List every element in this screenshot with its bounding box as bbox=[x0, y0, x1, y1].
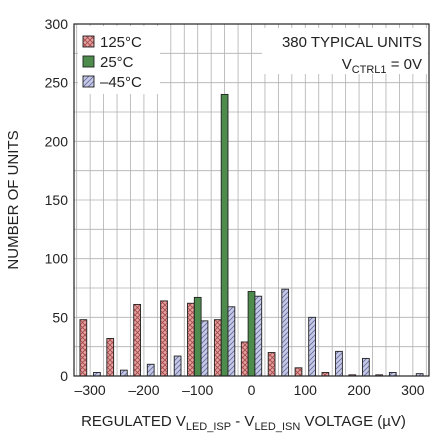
y-tick-label: 200 bbox=[45, 133, 69, 149]
y-tick-label: 0 bbox=[60, 368, 68, 384]
x-tick-label: 200 bbox=[347, 382, 371, 398]
annotation-line2: VCTRL1 = 0V bbox=[342, 56, 422, 76]
bar-25c bbox=[193, 296, 202, 377]
bar-25c bbox=[247, 291, 256, 377]
y-tick-label: 50 bbox=[52, 309, 68, 325]
x-axis-title: REGULATED VLED_ISP - VLED_ISN VOLTAGE (µ… bbox=[81, 413, 406, 433]
bar-minus45c bbox=[200, 320, 209, 377]
x-tick-label: –200 bbox=[128, 382, 159, 398]
annotation-line2-main: V bbox=[342, 56, 352, 73]
x-tick-label: 100 bbox=[294, 382, 318, 398]
bar-minus45c bbox=[335, 350, 343, 377]
x-axis-title-end: VOLTAGE (µV) bbox=[300, 413, 406, 430]
x-axis-title-main: REGULATED V bbox=[81, 413, 186, 430]
legend-swatch-25c bbox=[82, 55, 95, 68]
bar-125c bbox=[133, 303, 141, 377]
bar-125c bbox=[187, 302, 195, 377]
legend-label-125c: 125°C bbox=[100, 34, 142, 51]
annotation: 380 TYPICAL UNITS VCTRL1 = 0V bbox=[262, 28, 428, 76]
bar-minus45c bbox=[362, 357, 370, 377]
bar-125c bbox=[106, 338, 115, 377]
x-axis-title-mid: - V bbox=[231, 413, 254, 430]
x-tick-label: 300 bbox=[401, 382, 425, 398]
y-tick-label: 300 bbox=[45, 16, 69, 32]
bar-125c bbox=[240, 341, 249, 377]
y-axis-title: NUMBER OF UNITS bbox=[5, 130, 22, 269]
plot-frame bbox=[73, 23, 430, 377]
bar-125c bbox=[213, 319, 222, 377]
bar-125c bbox=[294, 367, 303, 377]
annotation-line1: 380 TYPICAL UNITS bbox=[282, 34, 422, 51]
x-tick-label: –300 bbox=[75, 382, 106, 398]
x-axis-title-sub2: LED_ISN bbox=[254, 421, 300, 433]
annotation-box bbox=[262, 28, 428, 74]
legend-label-25c: 25°C bbox=[100, 54, 134, 71]
annotation-line2-sub: CTRL1 bbox=[352, 64, 387, 76]
bar-minus45c bbox=[308, 316, 316, 377]
annotation-line2-end: = 0V bbox=[387, 56, 422, 73]
legend-swatch-minus45c bbox=[82, 75, 95, 88]
bar-25c bbox=[220, 93, 229, 377]
legend: 125°C 25°C –45°C bbox=[78, 26, 160, 94]
y-tick-label: 100 bbox=[45, 251, 69, 267]
bar-minus45c bbox=[146, 363, 155, 377]
y-tick-label: 150 bbox=[45, 192, 69, 208]
bar-125c bbox=[79, 319, 88, 377]
bar-minus45c bbox=[119, 369, 128, 377]
x-axis-title-sub1: LED_ISP bbox=[186, 421, 231, 433]
legend-swatch-125c bbox=[82, 35, 95, 48]
x-tick-label: 0 bbox=[248, 382, 256, 398]
y-tick-labels: 0 50 100 150 200 250 300 bbox=[45, 16, 69, 384]
bar-minus45c bbox=[173, 355, 182, 377]
bar-125c bbox=[160, 300, 168, 377]
x-tick-labels: –300 –200 –100 0 100 200 300 bbox=[75, 382, 425, 398]
x-tick-label: –100 bbox=[182, 382, 213, 398]
y-tick-label: 250 bbox=[45, 75, 69, 91]
bar-minus45c bbox=[254, 295, 263, 377]
bar-minus45c bbox=[227, 306, 236, 377]
bar-125c bbox=[267, 352, 276, 377]
legend-label-minus45c: –45°C bbox=[100, 74, 142, 91]
bar-minus45c bbox=[281, 288, 290, 377]
